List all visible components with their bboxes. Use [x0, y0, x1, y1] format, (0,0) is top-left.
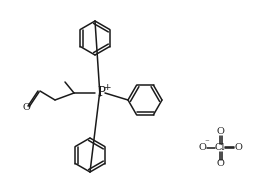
Text: O: O — [216, 127, 224, 136]
Text: O: O — [22, 104, 30, 112]
Text: O: O — [216, 159, 224, 169]
Text: O: O — [198, 143, 206, 153]
Text: P: P — [97, 86, 105, 100]
Text: O: O — [234, 143, 242, 153]
Text: +: + — [103, 83, 111, 93]
Text: ⁻: ⁻ — [205, 139, 209, 147]
Text: Cl: Cl — [215, 143, 225, 153]
